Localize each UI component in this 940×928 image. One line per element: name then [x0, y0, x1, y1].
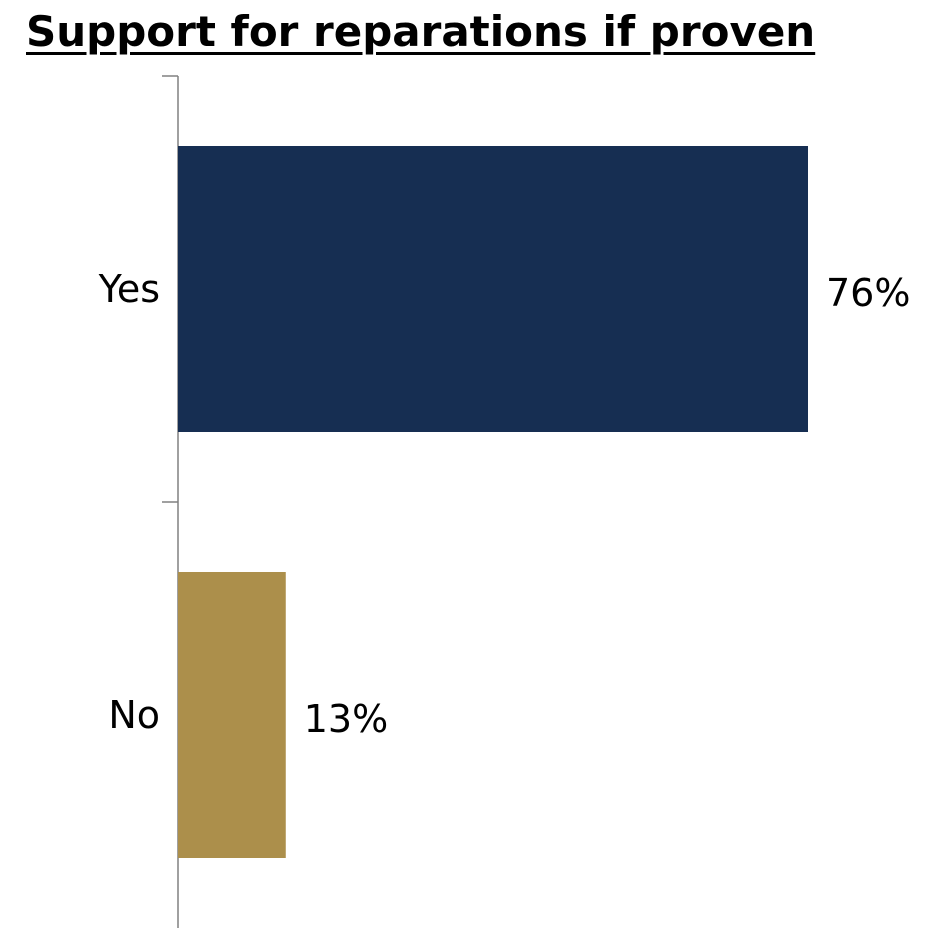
- chart-title: Support for reparations if proven: [26, 7, 816, 56]
- data-label: 13%: [304, 697, 388, 741]
- data-label: 76%: [826, 271, 910, 315]
- category-label: Yes: [98, 267, 160, 311]
- bar-no: [178, 572, 286, 858]
- axis-layer: [162, 75, 179, 928]
- label-layer: Yes 76% No 13%: [98, 267, 911, 741]
- category-label: No: [108, 693, 160, 737]
- bar-yes: [178, 146, 808, 432]
- bar-layer: [178, 146, 808, 858]
